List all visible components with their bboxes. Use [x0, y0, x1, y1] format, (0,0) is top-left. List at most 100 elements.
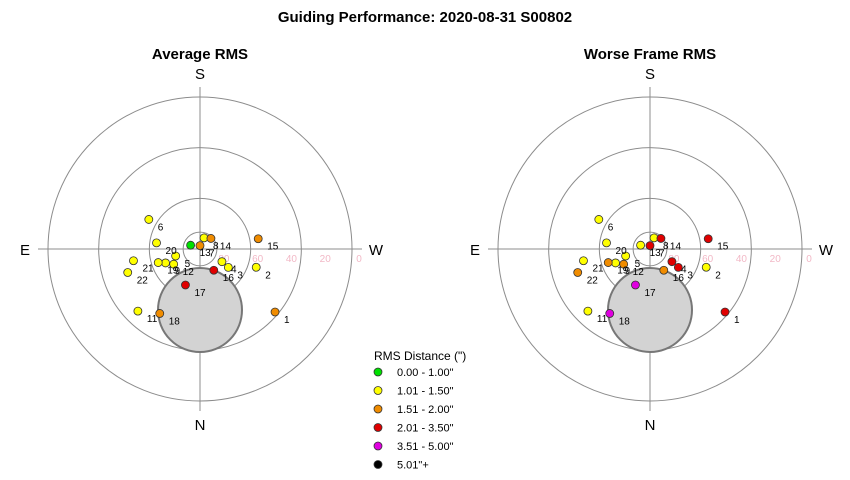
chart-1-point-17 [181, 280, 190, 290]
legend-label-3: 1.51 - 2.00" [397, 404, 454, 416]
chart-1-point-18 [155, 309, 165, 318]
chart-1-point-21 [129, 256, 138, 266]
main-title: Guiding Performance: 2020-08-31 S00802 [277, 9, 573, 26]
chart-2-point-12 [619, 259, 629, 269]
chart-1-point-label-13: 13 [200, 248, 212, 259]
chart-2-dir-right: W [819, 242, 834, 259]
chart-2-point-label-22: 22 [587, 275, 599, 286]
chart-2-point-11 [583, 306, 593, 316]
legend-label-5: 3.51 - 5.00" [397, 441, 454, 453]
chart-1-point-16 [209, 265, 219, 275]
chart-2-point-label-20: 20 [616, 246, 628, 257]
chart-1-point-5 [171, 251, 181, 261]
chart-2-point-label-7: 7 [659, 249, 665, 260]
chart-2-point-label-19: 19 [617, 266, 629, 277]
chart-2-point-label-4: 4 [681, 265, 687, 276]
chart-2-point-label-13: 13 [650, 248, 662, 259]
chart-2-point-14 [656, 234, 666, 243]
chart-2-point-6 [594, 215, 604, 224]
chart-1-point-22 [123, 268, 133, 277]
chart-2-point-19 [603, 258, 613, 267]
chart-1-point-label-11: 11 [147, 314, 158, 325]
chart-2-point-label-1: 1 [734, 315, 740, 326]
chart-1-alt-label: 60 [252, 254, 264, 265]
chart-1-point-13 [186, 240, 196, 250]
chart-2-point-label-17: 17 [644, 288, 656, 299]
legend-label-6: 5.01"+ [397, 460, 429, 472]
chart-2-point-label-3: 3 [687, 270, 693, 281]
chart-2: Worse Frame RMSSNEW806040200123456789121… [470, 46, 834, 434]
chart-1-point-11 [133, 306, 143, 316]
chart-2-point-label-6: 6 [608, 222, 614, 233]
legend: RMS Distance (") 0.00 - 1.00" 1.01 - 1.50"… [373, 349, 466, 472]
chart-1-point-label-17: 17 [194, 288, 206, 299]
chart-1-point-label-16: 16 [223, 273, 235, 284]
chart-2-alt-label: 20 [770, 254, 782, 265]
legend-label-4: 2.01 - 3.50" [397, 423, 454, 435]
chart-1-point-label-1: 1 [284, 315, 290, 326]
chart-1-point-label-12: 12 [183, 267, 195, 278]
chart-2-point-5 [621, 251, 631, 261]
legend-label-1: 0.00 - 1.00" [397, 367, 454, 379]
chart-2-point-label-21: 21 [592, 264, 604, 275]
legend-marker-5 [373, 441, 383, 451]
chart-1-point-label-8: 8 [213, 241, 219, 252]
legend-label-2: 1.01 - 1.50" [397, 386, 454, 398]
chart-1-point-label-9: 9 [175, 266, 181, 277]
chart-1-point-15 [253, 234, 263, 244]
chart-1-dir-top: S [195, 66, 205, 83]
chart-1-point-label-19: 19 [167, 266, 179, 277]
legend-title: RMS Distance (") [374, 349, 466, 363]
chart-2-point-label-5: 5 [635, 259, 641, 270]
chart-2-dir-top: S [645, 66, 655, 83]
legend-marker-2 [373, 386, 383, 395]
chart-1: Average RMSSNEW8060402001234567891211131… [20, 46, 384, 434]
chart-1-point-19 [153, 258, 163, 267]
chart-2-point-18 [605, 309, 615, 318]
chart-1-dir-bottom: N [195, 417, 206, 434]
chart-2-alt-label: 0 [806, 254, 812, 265]
chart-2-point-3 [673, 262, 683, 272]
chart-1-point-20 [152, 238, 161, 248]
chart-2-point-label-9: 9 [625, 266, 631, 277]
chart-2-dir-left: E [470, 242, 480, 259]
chart-2-alt-label: 40 [736, 254, 748, 265]
chart-1-point-6 [144, 215, 154, 224]
chart-2-alt-label: 60 [702, 254, 714, 265]
chart-1-point-label-15: 15 [267, 242, 279, 253]
legend-marker-1 [373, 367, 383, 377]
chart-2-point-21 [579, 256, 588, 266]
chart-1-point-12 [169, 259, 179, 269]
chart-1-point-label-2: 2 [265, 270, 271, 281]
chart-1-point-14 [206, 234, 216, 243]
chart-1-point-label-6: 6 [158, 222, 164, 233]
chart-2-point-label-8: 8 [663, 241, 669, 252]
chart-2-point-label-15: 15 [717, 242, 729, 253]
chart-2-point-1 [720, 307, 730, 317]
chart-1-point-label-7: 7 [209, 249, 215, 260]
chart-1-point-4 [217, 257, 227, 267]
chart-2-point-label-2: 2 [715, 270, 721, 281]
chart-1-point-label-18: 18 [169, 316, 181, 327]
chart-2-point-13 [636, 240, 646, 250]
chart-2-point-22 [573, 268, 583, 277]
chart-1-point-label-21: 21 [142, 264, 154, 275]
chart-2-point-4 [667, 257, 677, 267]
chart-2-point-label-11: 11 [597, 314, 608, 325]
chart-2-point-16 [659, 265, 669, 275]
chart-2-point-15 [703, 234, 713, 244]
chart-1-alt-label: 20 [320, 254, 332, 265]
chart-1-point-3 [223, 262, 233, 272]
chart-2-point-17 [631, 280, 640, 290]
chart-1-dir-left: E [20, 242, 30, 259]
chart-2-point-2 [701, 262, 711, 272]
chart-1-point-label-22: 22 [137, 275, 149, 286]
legend-marker-4 [373, 423, 383, 432]
chart-2-point-label-16: 16 [673, 273, 685, 284]
chart-2-title: Worse Frame RMS [584, 46, 716, 63]
chart-2-point-label-18: 18 [619, 316, 631, 327]
chart-1-point-label-20: 20 [166, 246, 178, 257]
chart-1-point-label-14: 14 [220, 241, 232, 252]
chart-2-point-7 [645, 241, 655, 251]
